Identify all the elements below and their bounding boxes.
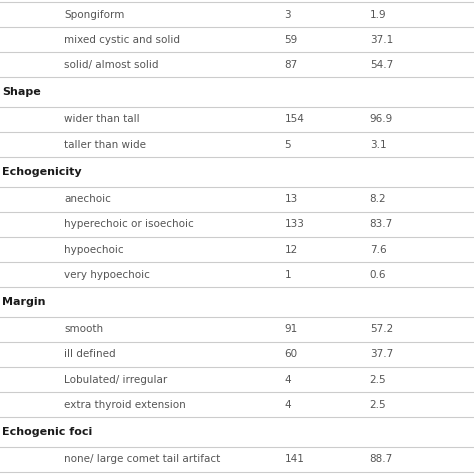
Text: 2.5: 2.5 (370, 374, 386, 384)
Text: 87: 87 (284, 60, 298, 70)
Text: 4: 4 (284, 400, 291, 410)
Text: 59: 59 (284, 35, 298, 45)
Text: 83.7: 83.7 (370, 219, 393, 229)
Text: solid/ almost solid: solid/ almost solid (64, 60, 158, 70)
Text: 4: 4 (284, 374, 291, 384)
Text: taller than wide: taller than wide (64, 140, 146, 150)
Text: Lobulated/ irregular: Lobulated/ irregular (64, 374, 167, 384)
Text: extra thyroid extension: extra thyroid extension (64, 400, 186, 410)
Text: 154: 154 (284, 115, 304, 125)
Text: hypoechoic: hypoechoic (64, 245, 124, 255)
Text: 88.7: 88.7 (370, 455, 393, 465)
Text: 5: 5 (284, 140, 291, 150)
Text: 141: 141 (284, 455, 304, 465)
Text: 0.6: 0.6 (370, 270, 386, 280)
Text: 96.9: 96.9 (370, 115, 393, 125)
Text: 3: 3 (284, 9, 291, 19)
Text: 91: 91 (284, 324, 298, 334)
Text: anechoic: anechoic (64, 194, 111, 204)
Text: 37.1: 37.1 (370, 35, 393, 45)
Text: Spongiform: Spongiform (64, 9, 124, 19)
Text: Margin: Margin (2, 297, 46, 307)
Text: 54.7: 54.7 (370, 60, 393, 70)
Text: wider than tall: wider than tall (64, 115, 140, 125)
Text: ill defined: ill defined (64, 349, 116, 359)
Text: hyperechoic or isoechoic: hyperechoic or isoechoic (64, 219, 194, 229)
Text: 13: 13 (284, 194, 298, 204)
Text: smooth: smooth (64, 324, 103, 334)
Text: 12: 12 (284, 245, 298, 255)
Text: 8.2: 8.2 (370, 194, 386, 204)
Text: none/ large comet tail artifact: none/ large comet tail artifact (64, 455, 220, 465)
Text: 3.1: 3.1 (370, 140, 386, 150)
Text: 2.5: 2.5 (370, 400, 386, 410)
Text: very hypoechoic: very hypoechoic (64, 270, 150, 280)
Text: mixed cystic and solid: mixed cystic and solid (64, 35, 180, 45)
Text: 37.7: 37.7 (370, 349, 393, 359)
Text: 1.9: 1.9 (370, 9, 386, 19)
Text: Shape: Shape (2, 87, 41, 97)
Text: 133: 133 (284, 219, 304, 229)
Text: 7.6: 7.6 (370, 245, 386, 255)
Text: 1: 1 (284, 270, 291, 280)
Text: Echogenic foci: Echogenic foci (2, 427, 92, 437)
Text: 60: 60 (284, 349, 298, 359)
Text: Echogenicity: Echogenicity (2, 167, 82, 177)
Text: 57.2: 57.2 (370, 324, 393, 334)
